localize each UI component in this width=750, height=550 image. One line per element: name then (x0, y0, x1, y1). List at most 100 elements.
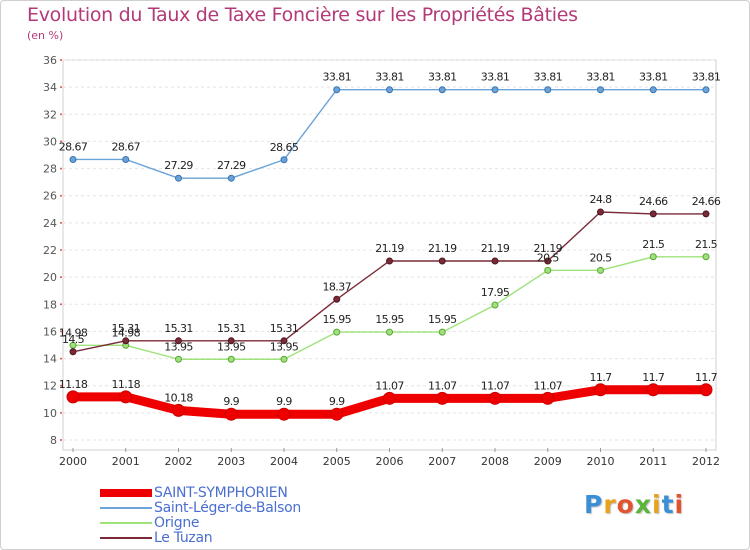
data-point (277, 407, 291, 421)
y-tick-label: 26 (43, 190, 57, 203)
data-point (122, 155, 130, 163)
data-point (491, 257, 499, 265)
legend-swatch (100, 507, 152, 509)
legend-item: Saint-Léger-de-Balson (100, 500, 400, 516)
legend-item: SAINT-SYMPHORIEN (100, 485, 400, 501)
x-tick-label: 2002 (165, 455, 193, 468)
data-point (330, 407, 344, 421)
data-point (386, 328, 393, 336)
x-tick-label: 2004 (270, 455, 298, 468)
y-tick-label: 24 (43, 217, 57, 230)
data-label: 9.9 (329, 395, 345, 408)
y-tick-label: 28 (43, 163, 57, 176)
x-tick-label: 2005 (323, 455, 351, 468)
data-label: 24.66 (692, 195, 721, 208)
y-tick-mark (60, 194, 62, 197)
x-tick-label: 2009 (534, 455, 562, 468)
y-tick-label: 8 (50, 434, 57, 447)
y-tick-label: 30 (43, 135, 57, 148)
y-tick-mark (60, 384, 62, 387)
data-point (69, 341, 77, 349)
data-label: 27.29 (164, 159, 193, 172)
data-label: 21.5 (642, 238, 665, 251)
data-point (383, 391, 396, 405)
data-label: 15.95 (428, 313, 457, 326)
data-point (438, 257, 446, 265)
data-label: 21.19 (534, 242, 563, 255)
data-label: 21.19 (481, 242, 510, 255)
y-tick-label: 10 (43, 407, 57, 420)
y-tick-mark (60, 276, 62, 279)
data-label: 9.9 (276, 395, 292, 408)
data-label: 17.95 (481, 286, 510, 299)
data-label: 27.29 (217, 159, 246, 172)
data-point (66, 390, 80, 404)
data-label: 18.37 (323, 280, 352, 293)
y-tick-mark (60, 330, 62, 333)
data-point (175, 355, 182, 363)
data-point (224, 407, 238, 421)
data-point (702, 253, 710, 261)
y-tick-mark (60, 411, 62, 414)
data-label: 15.95 (323, 313, 352, 326)
data-point (597, 266, 604, 274)
data-label: 9.9 (223, 395, 239, 408)
y-tick-mark (60, 221, 62, 224)
data-label: 28.67 (59, 140, 88, 153)
data-label: 14.5 (62, 333, 85, 346)
unit-label: (en %) (27, 29, 64, 42)
x-tick-label: 2006 (376, 455, 404, 468)
data-point (544, 86, 552, 94)
data-point (649, 210, 657, 218)
data-label: 15.31 (270, 322, 299, 335)
data-point (544, 257, 552, 265)
data-point (119, 390, 133, 404)
proxiti-logo: Proxiti (584, 490, 685, 519)
y-tick-label: 36 (43, 54, 57, 67)
data-point (175, 337, 182, 345)
y-tick-label: 32 (43, 108, 57, 121)
data-label: 15.31 (112, 322, 141, 335)
data-label: 33.81 (481, 71, 510, 84)
data-point (227, 174, 235, 182)
data-point (333, 86, 341, 94)
y-tick-mark (60, 59, 62, 61)
x-tick-label: 2007 (428, 455, 456, 468)
legend-label: Le Tuzan (154, 530, 213, 546)
data-label: 21.5 (695, 238, 718, 251)
data-point (491, 301, 499, 309)
data-label: 15.31 (217, 322, 246, 335)
data-point (333, 295, 341, 303)
data-point (597, 86, 604, 94)
data-label: 11.7 (589, 371, 612, 384)
y-tick-label: 22 (43, 244, 57, 257)
data-point (649, 86, 657, 94)
y-tick-mark (60, 303, 62, 306)
data-label: 11.07 (428, 379, 457, 392)
y-tick-mark (60, 167, 62, 170)
data-point (69, 348, 77, 356)
data-label: 13.95 (164, 340, 193, 353)
data-label: 20.5 (589, 251, 612, 264)
data-label: 28.67 (112, 140, 141, 153)
data-point (597, 208, 604, 216)
x-tick-label: 2001 (112, 455, 140, 468)
data-label: 13.95 (270, 340, 299, 353)
data-point (646, 383, 660, 397)
data-label: 24.66 (639, 195, 668, 208)
x-tick-label: 2000 (59, 455, 87, 468)
data-point (175, 174, 182, 182)
y-tick-mark (60, 439, 62, 441)
data-point (280, 156, 288, 164)
data-point (122, 337, 130, 345)
y-tick-label: 20 (43, 271, 57, 284)
data-label: 14.98 (59, 326, 88, 339)
data-label: 28.65 (270, 141, 299, 154)
data-point (280, 355, 288, 363)
x-tick-label: 2008 (481, 455, 509, 468)
data-point (491, 86, 499, 94)
data-label: 33.81 (639, 71, 668, 84)
data-point (280, 337, 288, 345)
